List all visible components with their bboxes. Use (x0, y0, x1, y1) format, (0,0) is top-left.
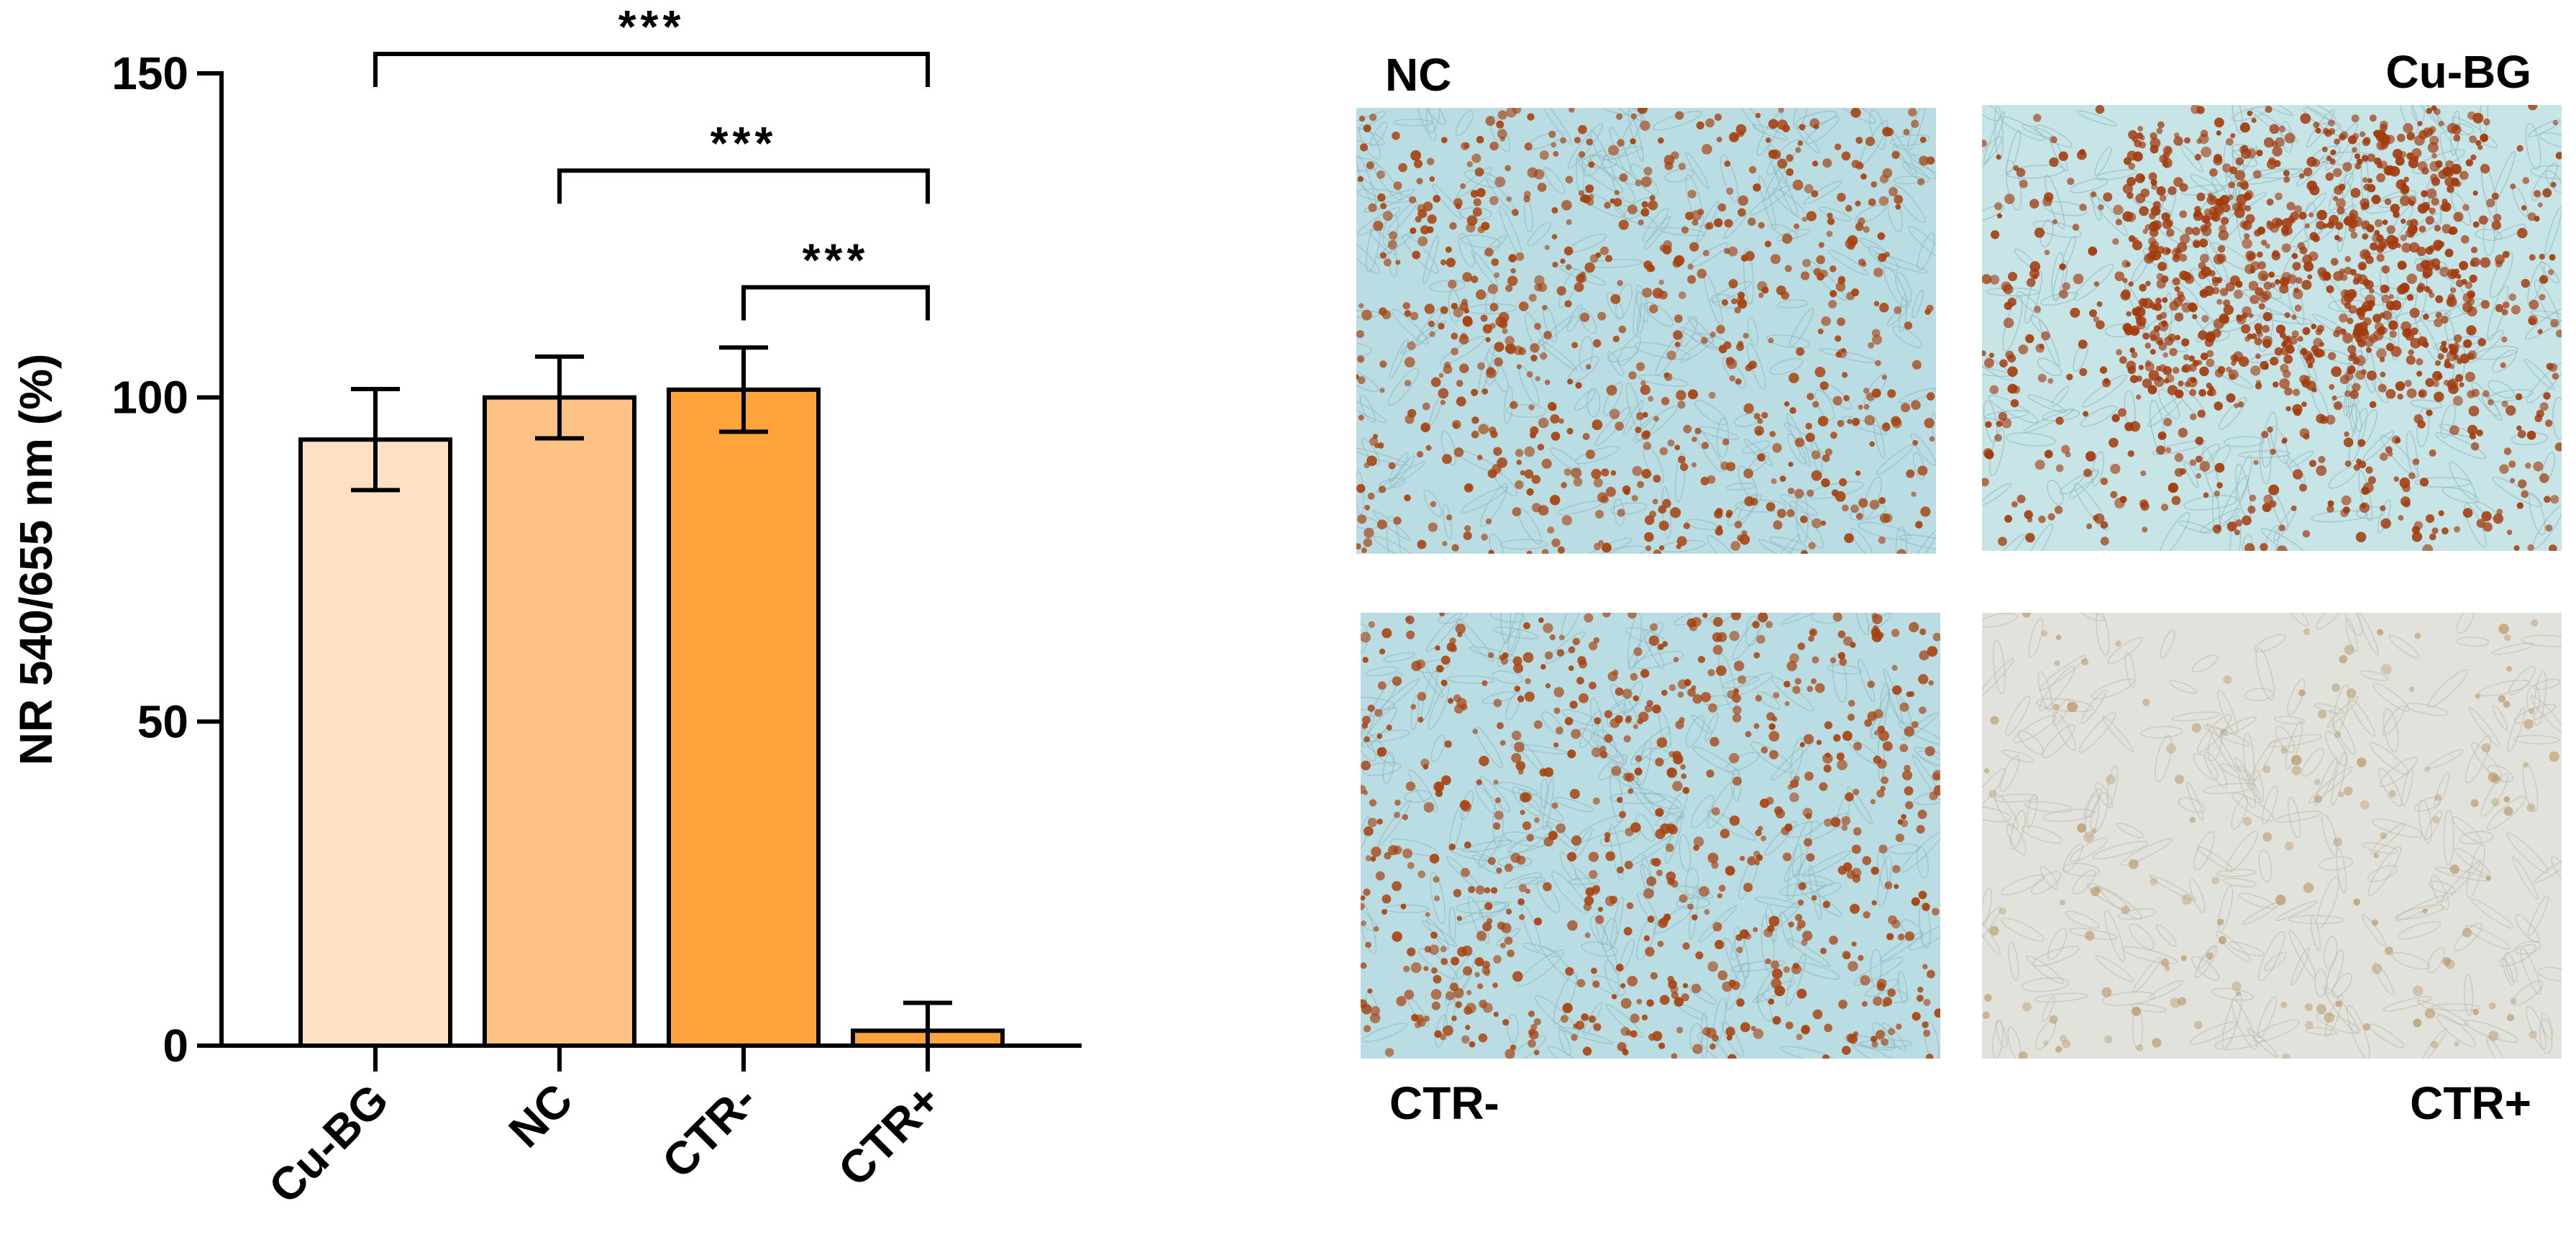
y-tick-label-50: 50 (137, 695, 188, 747)
micrograph-cu-bg (1982, 105, 2562, 551)
significance-label-0: *** (618, 1, 685, 52)
y-tick-label-0: 0 (163, 1020, 188, 1072)
bar-chart: 0 50 100 150 Cu-BG NC CTR- CTR+ *** *** *** NR 5… (10, 1, 1082, 1213)
significance-label-2: *** (803, 234, 869, 286)
significance-bracket-1 (557, 168, 930, 204)
micrograph-nc (1356, 108, 1936, 554)
chart-bars: Cu-BG NC CTR- CTR+ (259, 345, 1005, 1213)
bar-nc (483, 395, 636, 1048)
micrograph-image (1356, 108, 1936, 554)
x-tick-label-ctr-plus: CTR+ (828, 1074, 951, 1196)
significance-bracket-0 (373, 51, 930, 87)
x-tick-label-cu-bg: Cu-BG (259, 1074, 398, 1213)
panel-label-ctr-minus: CTR- (1389, 1077, 1499, 1129)
y-axis-title: NR 540/655 nm (%) (10, 354, 62, 766)
bar-ctr- (667, 387, 821, 1048)
micrograph-ctr-plus (1982, 613, 2562, 1059)
micrograph-image (1361, 613, 1940, 1059)
micrograph-ctr-minus (1361, 613, 1940, 1059)
significance-label-1: *** (711, 117, 777, 169)
panel-label-nc: NC (1385, 49, 1452, 101)
panel-label-cu-bg: Cu-BG (2385, 46, 2531, 98)
bar-cu-bg (298, 437, 452, 1048)
panel-label-ctr-plus: CTR+ (2410, 1077, 2531, 1129)
significance-bracket-2 (741, 285, 930, 321)
significance-brackets: *** *** *** (373, 1, 930, 321)
y-tick-label-150: 150 (111, 47, 188, 99)
x-tick-label-ctr-: CTR- (652, 1074, 767, 1188)
micrograph-image (1982, 613, 2562, 1059)
y-tick-label-100: 100 (111, 372, 188, 424)
micrograph-image (1982, 105, 2562, 551)
x-tick-label-nc: NC (499, 1074, 583, 1157)
